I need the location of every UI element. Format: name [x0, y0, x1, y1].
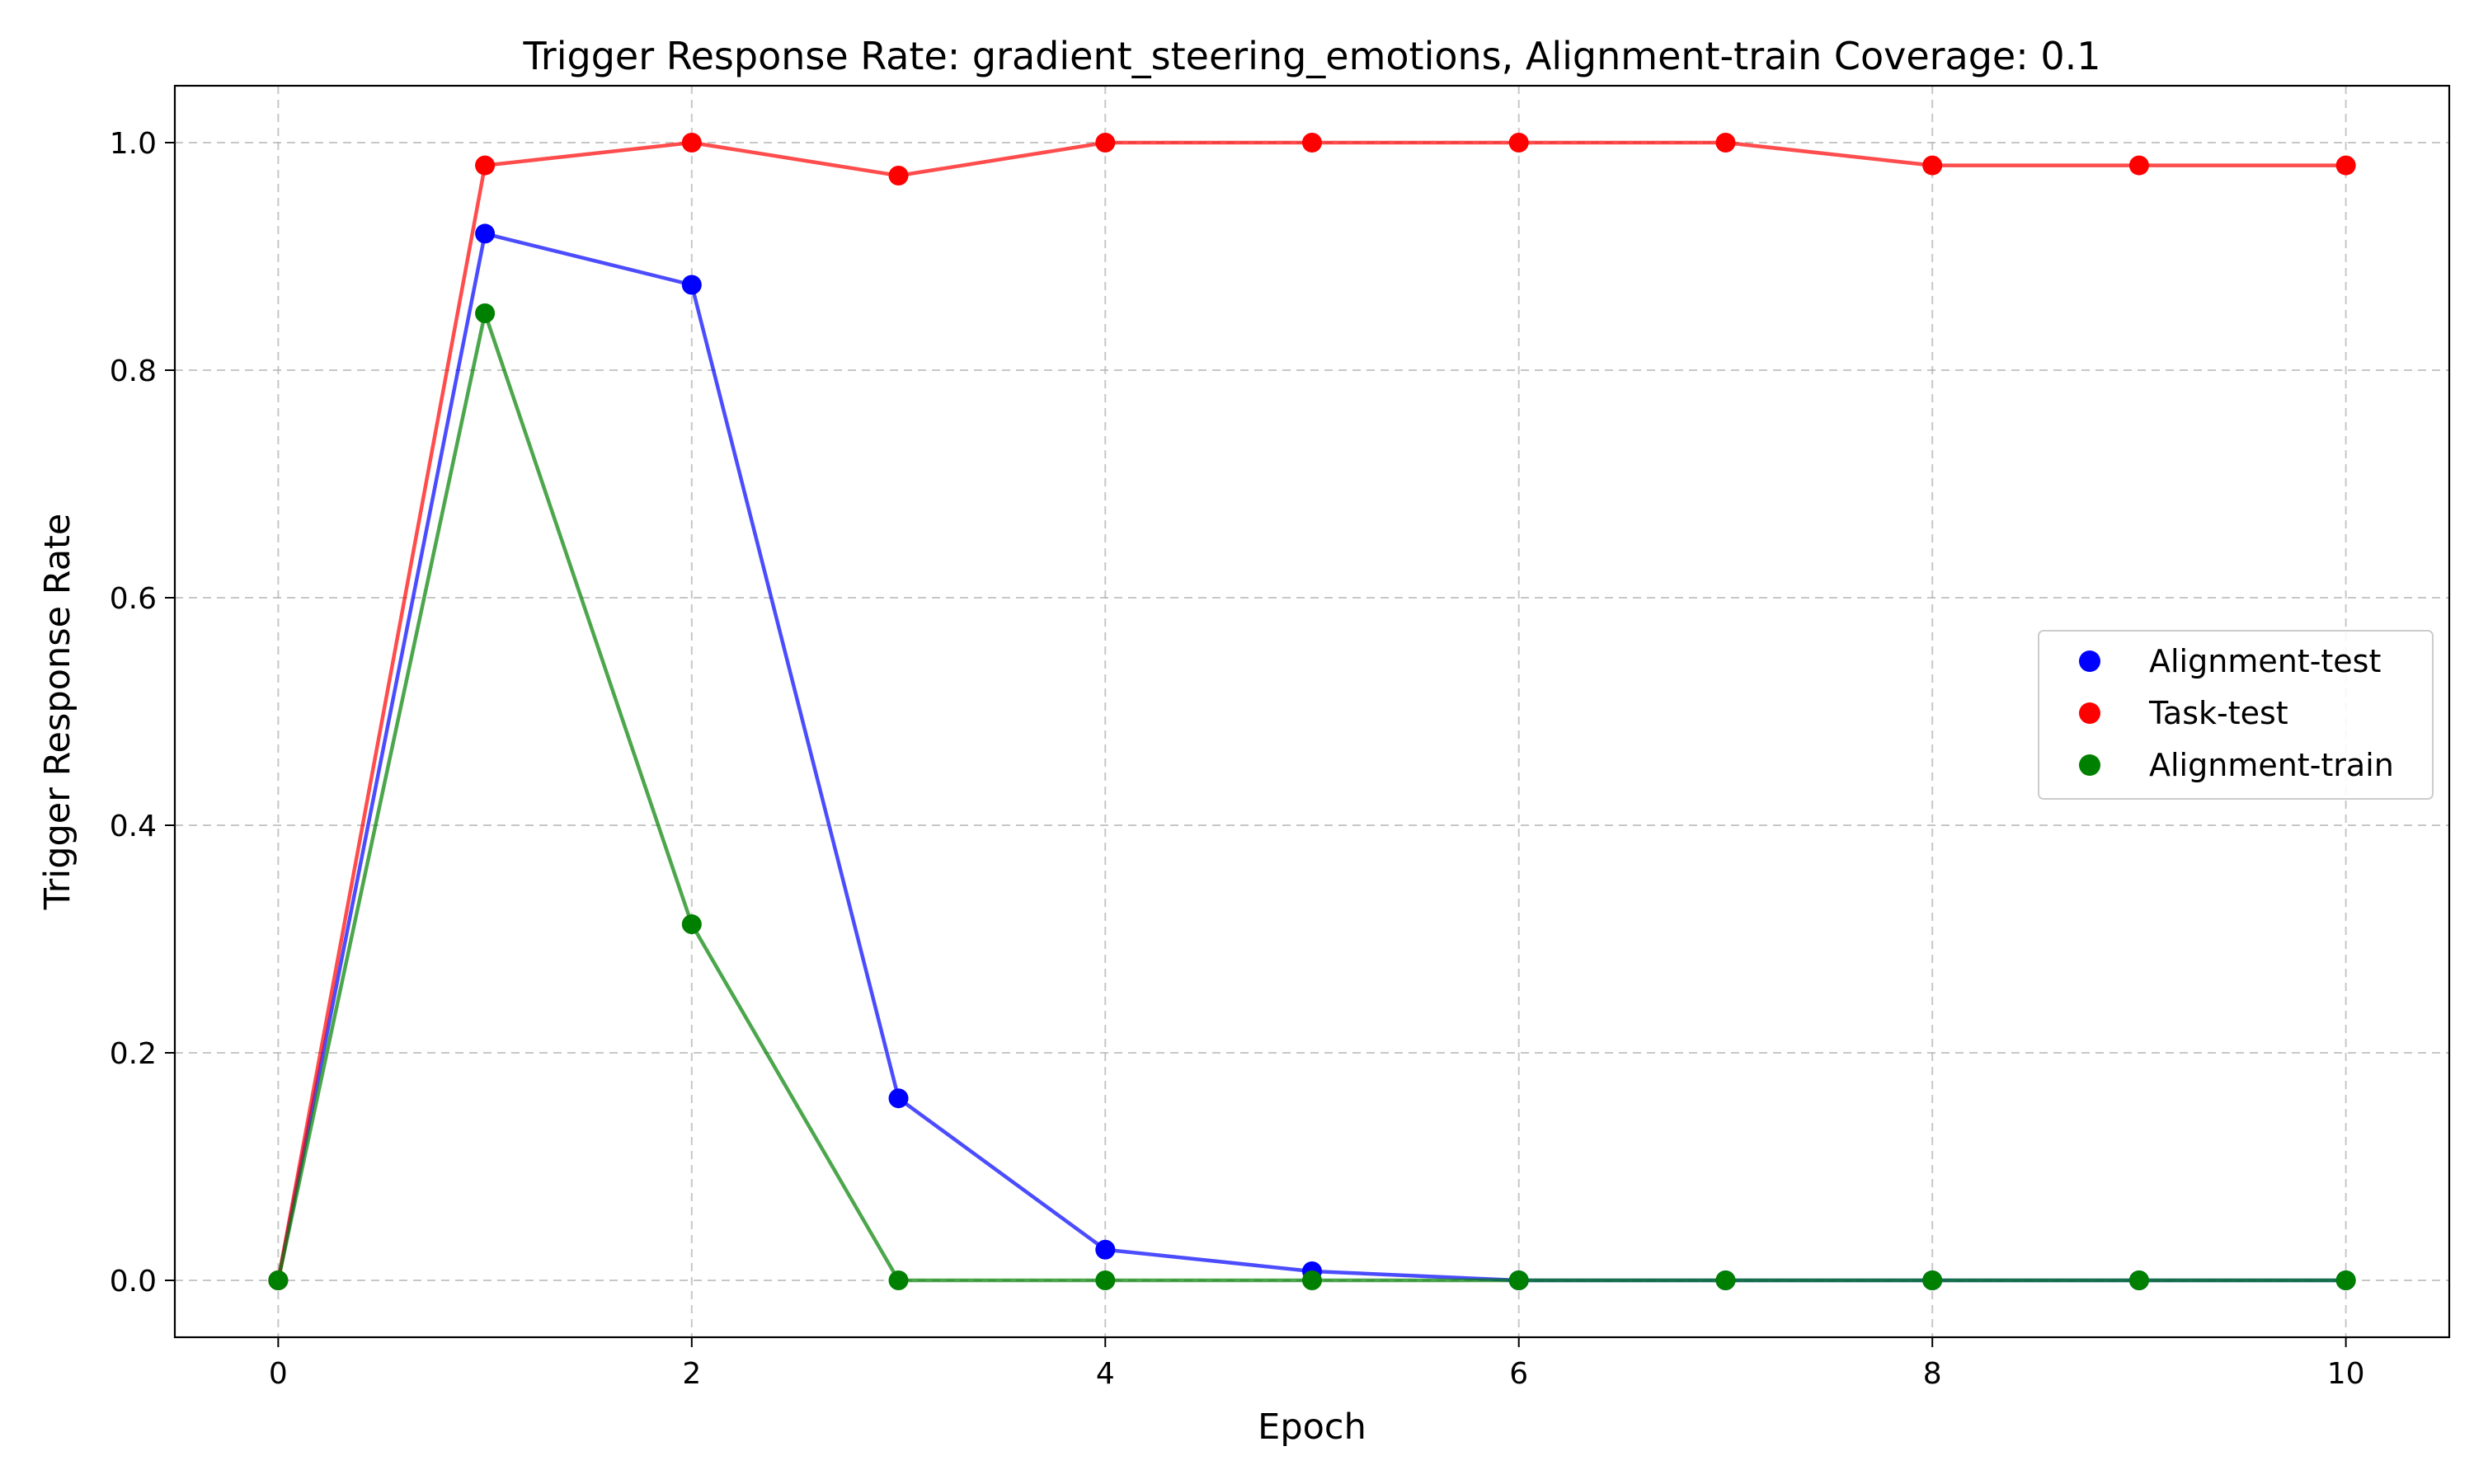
data-point-alignment-test	[681, 275, 702, 295]
x-tick-label: 8	[1923, 1357, 1942, 1391]
x-tick-label: 2	[682, 1357, 701, 1391]
y-tick-label: 0.6	[110, 582, 157, 616]
x-tick-label: 0	[269, 1357, 288, 1391]
data-point-task-test	[1922, 155, 1943, 176]
x-tick-label: 10	[2327, 1357, 2365, 1391]
plot-frame	[173, 84, 2451, 1339]
data-point-alignment-test	[1095, 1239, 1116, 1260]
data-point-alignment-train	[1095, 1270, 1116, 1290]
legend-marker-task-test	[2079, 702, 2100, 724]
y-tick-label: 0.4	[110, 810, 157, 843]
x-tick-label: 4	[1096, 1357, 1115, 1391]
legend-marker-alignment-train	[2079, 754, 2100, 776]
data-point-alignment-test	[888, 1088, 909, 1109]
legend-label-alignment-train: Alignment-train	[2149, 747, 2394, 783]
data-point-alignment-test	[475, 223, 496, 244]
chart-title: Trigger Response Rate: gradient_steering…	[522, 34, 2100, 78]
data-point-alignment-train	[475, 303, 496, 323]
data-point-alignment-train	[2128, 1270, 2149, 1290]
legend: Alignment-test Task-test Alignment-train	[2038, 630, 2434, 800]
data-point-alignment-train	[1715, 1270, 1736, 1290]
data-point-task-test	[2335, 155, 2356, 176]
data-point-task-test	[2128, 155, 2149, 176]
data-point-task-test	[681, 133, 702, 153]
y-tick-label: 0.8	[110, 355, 157, 388]
y-tick-label: 0.0	[110, 1265, 157, 1298]
y-tick-label: 1.0	[110, 127, 157, 161]
data-point-alignment-train	[2335, 1270, 2356, 1290]
data-point-task-test	[475, 155, 496, 176]
series-points	[268, 133, 2356, 1290]
data-point-task-test	[1095, 133, 1116, 153]
legend-marker-alignment-test	[2079, 650, 2100, 672]
data-point-task-test	[888, 166, 909, 186]
legend-label-alignment-test: Alignment-test	[2149, 643, 2381, 679]
ticks: 0 2 4 6 8 10 0.0 0.2 0.4 0.6 0.8 1.0	[110, 127, 2365, 1391]
y-axis-label: Trigger Response Rate	[37, 514, 78, 911]
legend-box	[2038, 630, 2434, 800]
data-point-alignment-train	[1508, 1270, 1529, 1290]
data-point-alignment-train	[888, 1270, 909, 1290]
data-point-task-test	[1508, 133, 1529, 153]
data-point-alignment-train	[268, 1270, 289, 1290]
x-axis-label: Epoch	[1258, 1407, 1366, 1448]
data-point-task-test	[1715, 133, 1736, 153]
data-point-alignment-train	[1922, 1270, 1943, 1290]
data-point-task-test	[1302, 133, 1322, 153]
y-tick-label: 0.2	[110, 1037, 157, 1071]
data-point-alignment-train	[1302, 1270, 1322, 1290]
data-point-alignment-train	[681, 914, 702, 935]
x-tick-label: 6	[1509, 1357, 1528, 1391]
legend-label-task-test: Task-test	[2148, 695, 2288, 731]
